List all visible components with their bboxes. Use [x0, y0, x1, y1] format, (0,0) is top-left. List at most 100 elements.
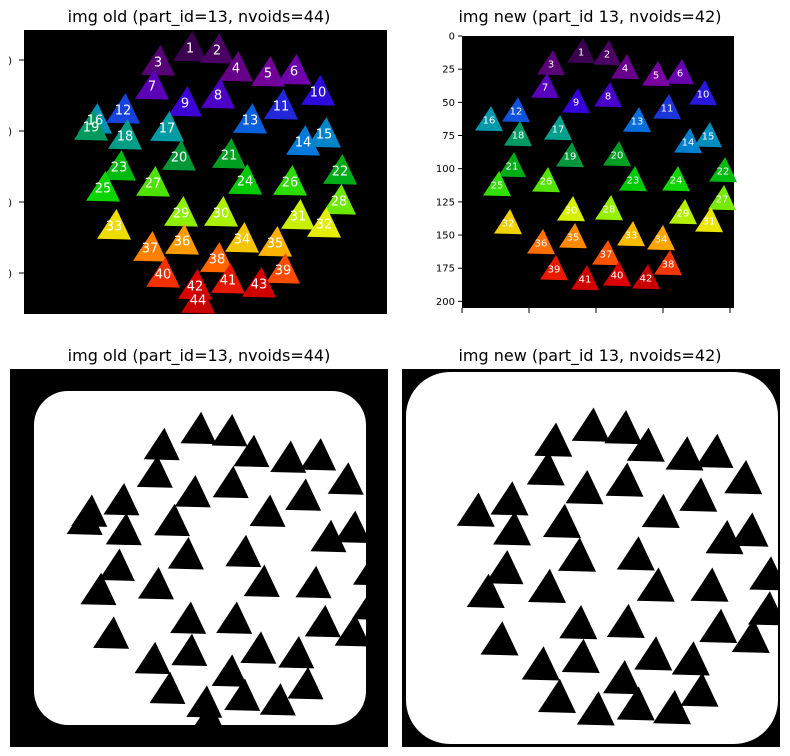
void-label: 22: [717, 167, 730, 178]
void-label: 26: [540, 177, 553, 188]
mask-hole: [466, 573, 505, 608]
void-label: 33: [106, 220, 123, 235]
void-region: [323, 154, 357, 185]
void-label: 25: [491, 181, 504, 192]
void-label: 5: [264, 67, 272, 82]
void-region: [201, 78, 235, 109]
void-label: 21: [506, 162, 519, 173]
void-label: 37: [142, 242, 159, 257]
void-label: 8: [214, 89, 222, 104]
mask-hole: [93, 616, 130, 649]
void-region: [307, 117, 341, 148]
void-region: [632, 264, 660, 290]
mask-hole: [730, 512, 769, 547]
void-label: 28: [331, 195, 348, 210]
void-region: [559, 223, 587, 249]
mask-hole: [189, 701, 226, 734]
void-label: 1: [186, 42, 194, 57]
void-label: 43: [251, 278, 268, 293]
void-label: 27: [145, 177, 162, 192]
mask-hole: [490, 481, 529, 516]
void-region: [273, 165, 307, 196]
void-label: 3: [154, 56, 162, 71]
void-region: [74, 110, 108, 141]
mask-hole: [521, 646, 560, 681]
void-label: 41: [220, 274, 237, 289]
mask-hole: [603, 660, 641, 695]
mask-hole: [66, 502, 103, 535]
void-region: [562, 88, 590, 114]
void-label: 3: [548, 60, 554, 71]
void-label: 15: [702, 132, 715, 143]
void-region: [647, 225, 675, 251]
void-region: [571, 265, 599, 291]
mask-hole: [98, 548, 135, 581]
mask-hole: [304, 604, 341, 638]
mask-hole: [748, 591, 780, 626]
y-tick-label: ): [8, 269, 12, 280]
mask-hole: [211, 414, 248, 447]
mask-hole: [679, 477, 718, 512]
void-label: 36: [174, 235, 191, 250]
mask-hole: [327, 462, 364, 495]
y-tick-label: 25: [442, 65, 455, 76]
void-region: [133, 231, 167, 262]
mask-hole: [278, 635, 315, 669]
void-region: [301, 75, 335, 106]
void-label: 19: [83, 121, 100, 136]
void-region: [108, 119, 142, 150]
void-region: [694, 122, 722, 148]
void-label: 18: [117, 130, 134, 145]
void-region: [225, 222, 259, 253]
y-axis-new: 0 25 50 75 100 125 150 175 200: [436, 32, 462, 308]
mask-hole: [456, 492, 495, 527]
void-region: [662, 166, 690, 192]
mask-hole: [211, 654, 248, 687]
void-label: 30: [565, 206, 578, 217]
mask-hole: [154, 503, 191, 537]
void-region: [502, 97, 530, 123]
void-label: 31: [703, 217, 716, 228]
void-region: [264, 89, 298, 120]
mask-hole: [576, 691, 615, 726]
void-label: 44: [190, 294, 207, 309]
void-label: 20: [171, 151, 188, 166]
void-region: [556, 142, 584, 168]
mask-hole: [105, 512, 142, 546]
void-label: 40: [611, 271, 624, 282]
mask-hole: [136, 455, 173, 488]
mask-hole: [259, 683, 296, 716]
mask-hole: [690, 567, 729, 602]
mask-hole: [534, 422, 573, 457]
void-label: 23: [111, 161, 128, 176]
void-label: 39: [548, 265, 561, 276]
mask-hole: [493, 511, 531, 546]
void-region: [162, 140, 196, 171]
void-region: [603, 141, 631, 167]
void-region: [603, 261, 631, 287]
void-region: [97, 209, 131, 240]
mask-hole: [270, 440, 307, 473]
mask-hole: [353, 553, 388, 586]
void-label: 1: [578, 48, 584, 59]
mask-hole: [134, 641, 171, 675]
void-region: [258, 226, 292, 257]
void-region: [242, 267, 276, 298]
void-region: [106, 93, 140, 124]
void-label: 6: [290, 65, 298, 80]
void-region: [689, 80, 717, 106]
void-label: 25: [95, 182, 112, 197]
mask-hole: [634, 636, 673, 671]
mask-hole: [731, 618, 770, 653]
mask-hole: [636, 567, 675, 602]
mask-hole: [616, 686, 655, 721]
void-label: 24: [670, 176, 683, 187]
y-tick-label: 175: [436, 264, 455, 275]
void-region: [617, 221, 645, 247]
void-region: [475, 106, 503, 132]
mask-hole: [665, 436, 704, 471]
void-label: 34: [234, 233, 251, 248]
void-region: [164, 196, 198, 227]
mask-holes-new: [456, 407, 780, 726]
void-region: [219, 51, 253, 82]
